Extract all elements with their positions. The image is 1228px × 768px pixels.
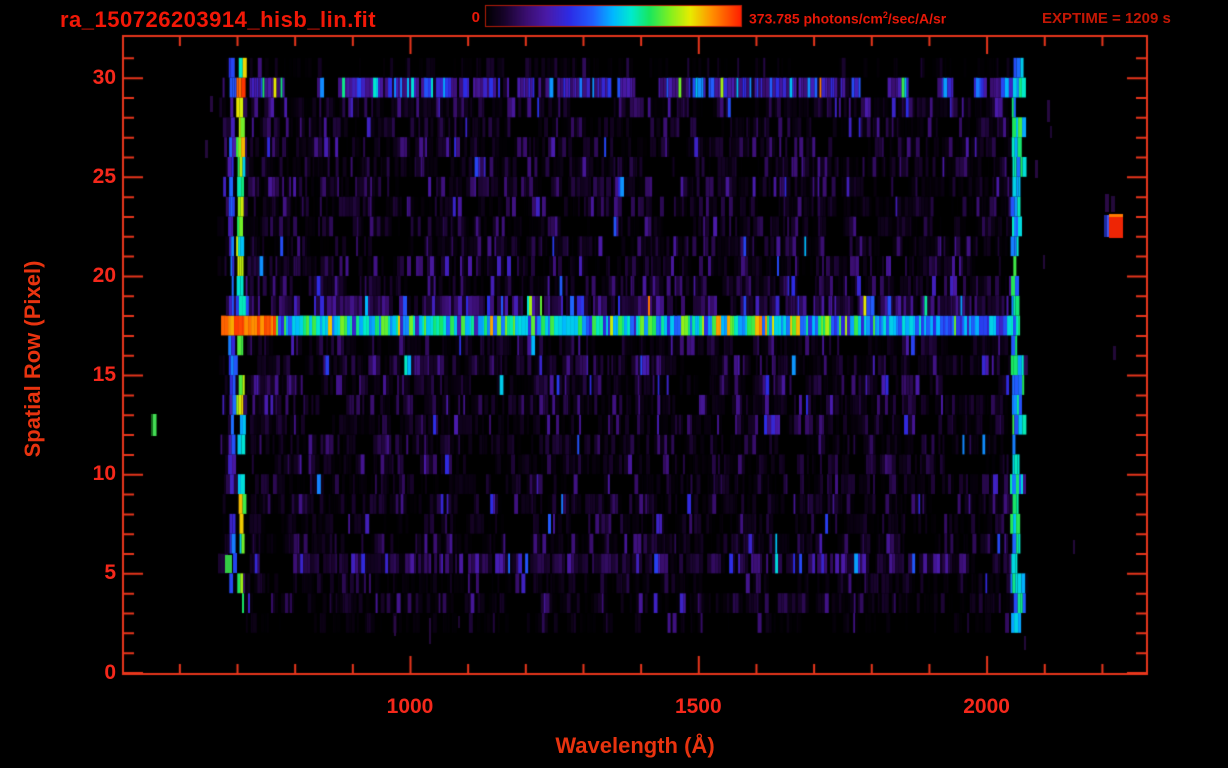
y-tick-label: 15 — [92, 363, 116, 387]
y-tick-label: 5 — [104, 561, 116, 585]
filename-title: ra_150726203914_hisb_lin.fit — [60, 7, 377, 32]
colorbar-units-suffix: /sec/A/sr — [887, 10, 947, 27]
y-tick-label: 0 — [104, 660, 116, 684]
x-tick-label: 2000 — [963, 695, 1010, 718]
y-tick-label: 20 — [92, 263, 116, 287]
colorbar-min-label: 0 — [471, 9, 480, 26]
y-axis-title: Spatial Row (Pixel) — [20, 260, 45, 458]
colorbar-units-superscript: 2 — [882, 10, 888, 20]
colorbar-max-label: 373.785 photons/cm2/sec/A/sr — [749, 10, 946, 27]
x-axis-title: Wavelength (Å) — [555, 733, 715, 758]
y-tick-label: 10 — [92, 462, 116, 486]
x-tick-label: 1500 — [674, 695, 722, 718]
y-tick-label: 25 — [92, 164, 116, 188]
y-tick-label: 30 — [92, 65, 116, 89]
exptime-label: EXPTIME = 1209 s — [1042, 10, 1171, 27]
x-tick-label: 1000 — [386, 695, 434, 718]
colorbar-max-value: 373.785 photons/cm — [749, 10, 883, 27]
